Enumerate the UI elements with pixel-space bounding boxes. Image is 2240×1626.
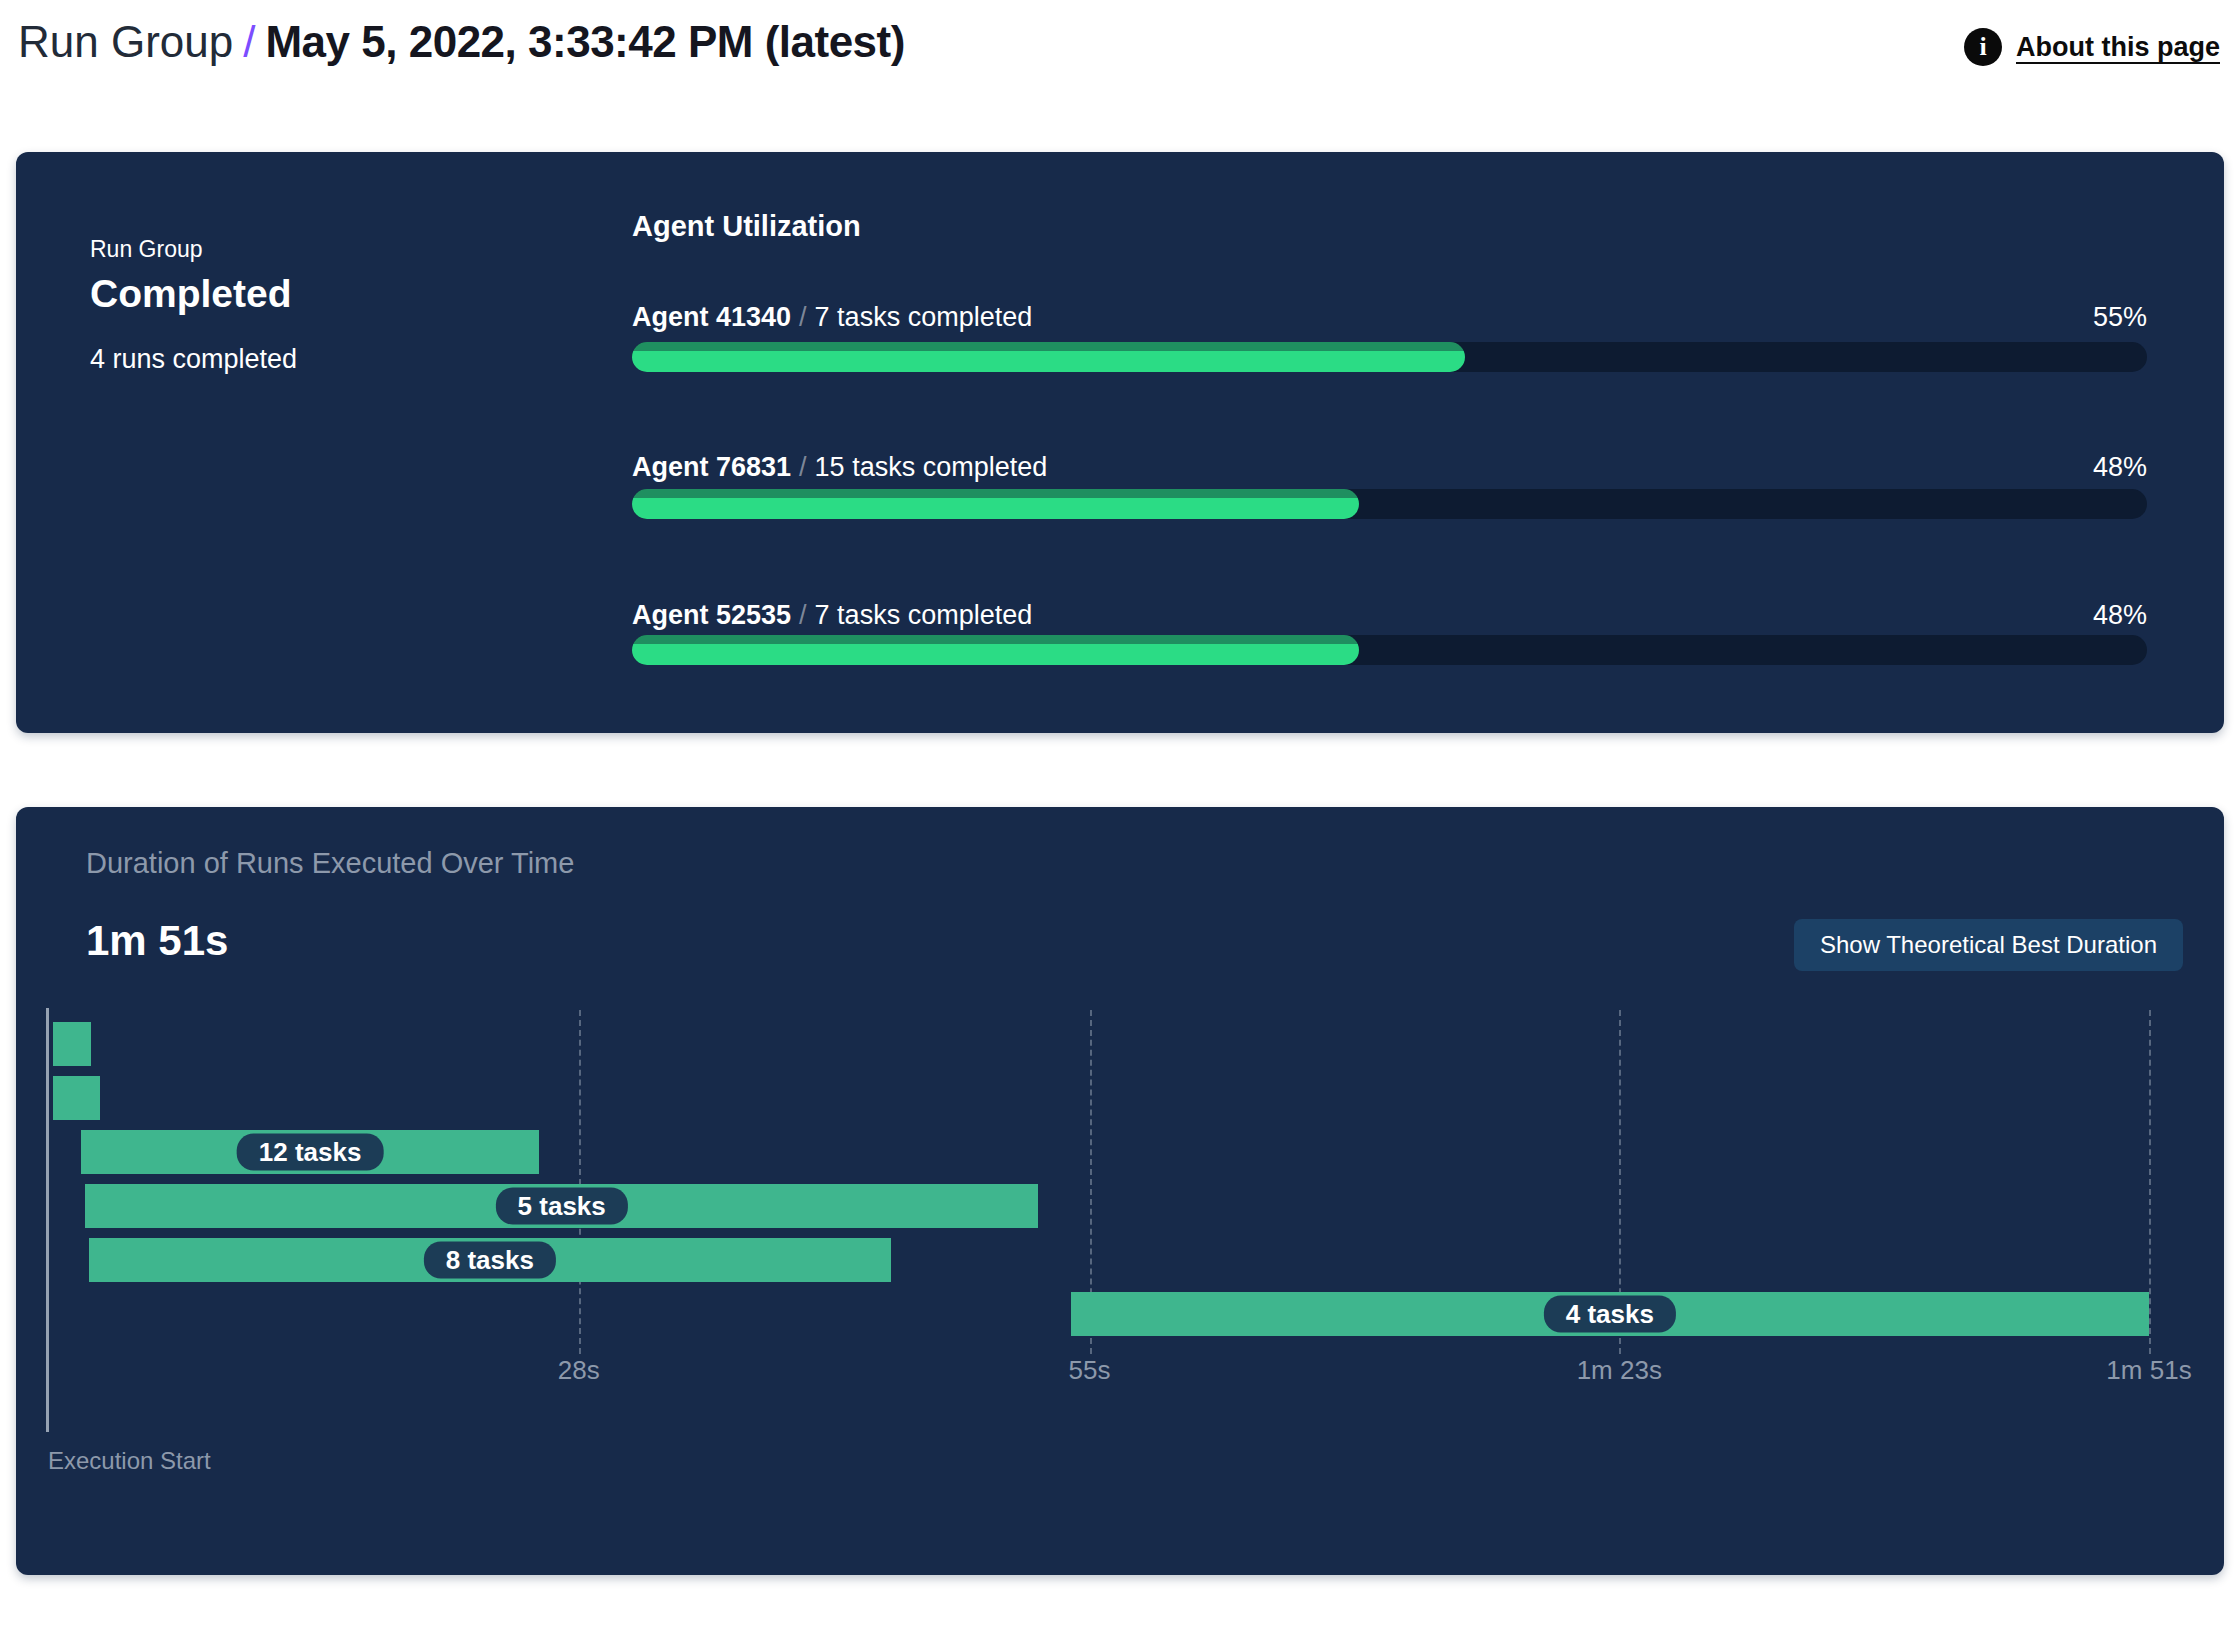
- gantt-bar: 4 tasks: [1071, 1292, 2149, 1336]
- label-separator: /: [791, 452, 815, 482]
- axis-tick-label: 28s: [558, 1355, 600, 1386]
- total-duration-value: 1m 51s: [86, 917, 228, 965]
- gantt-bar: 8 tasks: [89, 1238, 891, 1282]
- agent-row-label: Agent 52535/7 tasks completed: [632, 600, 1032, 631]
- chart-title: Duration of Runs Executed Over Time: [86, 847, 574, 880]
- run-group-label: Run Group: [90, 236, 203, 263]
- gantt-bar-label: 4 tasks: [1544, 1296, 1676, 1333]
- gantt-bar: 5 tasks: [85, 1184, 1039, 1228]
- gridline: [2149, 1010, 2151, 1354]
- gantt-bar: [53, 1022, 91, 1066]
- progress-track: [632, 635, 2147, 665]
- axis-tick-label: 1m 51s: [2106, 1355, 2191, 1386]
- axis-tick-label: 55s: [1069, 1355, 1111, 1386]
- label-separator: /: [791, 600, 815, 630]
- axis-tick-label: 1m 23s: [1577, 1355, 1662, 1386]
- page-title: May 5, 2022, 3:33:42 PM (latest): [265, 17, 904, 66]
- gantt-bar-label: 5 tasks: [496, 1188, 628, 1225]
- agent-name: Agent 76831: [632, 452, 791, 482]
- progress-fill: [632, 489, 1359, 519]
- gridline: [579, 1010, 581, 1354]
- agent-tasks: 7 tasks completed: [815, 302, 1033, 332]
- agent-utilization-percent: 48%: [2093, 600, 2147, 631]
- agent-row-label: Agent 41340/7 tasks completed: [632, 302, 1032, 333]
- progress-fill: [632, 635, 1359, 665]
- label-separator: /: [791, 302, 815, 332]
- breadcrumb-root[interactable]: Run Group: [18, 17, 233, 66]
- gantt-bar: 12 tasks: [81, 1130, 539, 1174]
- runs-completed-text: 4 runs completed: [90, 344, 297, 375]
- about-this-page-link[interactable]: i About this page: [1964, 28, 2220, 66]
- run-group-status-card: Run Group Completed 4 runs completed Age…: [16, 152, 2224, 733]
- page: Run Group/May 5, 2022, 3:33:42 PM (lates…: [0, 0, 2240, 1626]
- gantt-bar-label: 12 tasks: [237, 1134, 384, 1171]
- progress-track: [632, 489, 2147, 519]
- about-link-label[interactable]: About this page: [2016, 32, 2220, 63]
- breadcrumb: Run Group/May 5, 2022, 3:33:42 PM (lates…: [18, 10, 905, 74]
- show-theoretical-best-duration-button[interactable]: Show Theoretical Best Duration: [1794, 919, 2183, 971]
- agent-utilization-percent: 55%: [2093, 302, 2147, 333]
- agent-row-label: Agent 76831/15 tasks completed: [632, 452, 1047, 483]
- gantt-bar: [53, 1076, 100, 1120]
- gantt-plot: 28s55s1m 23s1m 51s12 tasks5 tasks8 tasks…: [49, 1008, 2149, 1432]
- agent-tasks: 15 tasks completed: [815, 452, 1048, 482]
- agent-name: Agent 41340: [632, 302, 791, 332]
- agent-utilization-percent: 48%: [2093, 452, 2147, 483]
- agent-name: Agent 52535: [632, 600, 791, 630]
- gantt-bar-label: 8 tasks: [424, 1242, 556, 1279]
- status-badge: Completed: [90, 272, 292, 316]
- breadcrumb-separator: /: [233, 17, 265, 66]
- progress-fill: [632, 342, 1465, 372]
- info-icon[interactable]: i: [1964, 28, 2002, 66]
- x-axis-label: Execution Start: [48, 1447, 211, 1475]
- duration-chart-card: Duration of Runs Executed Over Time 1m 5…: [16, 807, 2224, 1575]
- agent-tasks: 7 tasks completed: [815, 600, 1033, 630]
- progress-track: [632, 342, 2147, 372]
- agent-utilization-heading: Agent Utilization: [632, 210, 861, 243]
